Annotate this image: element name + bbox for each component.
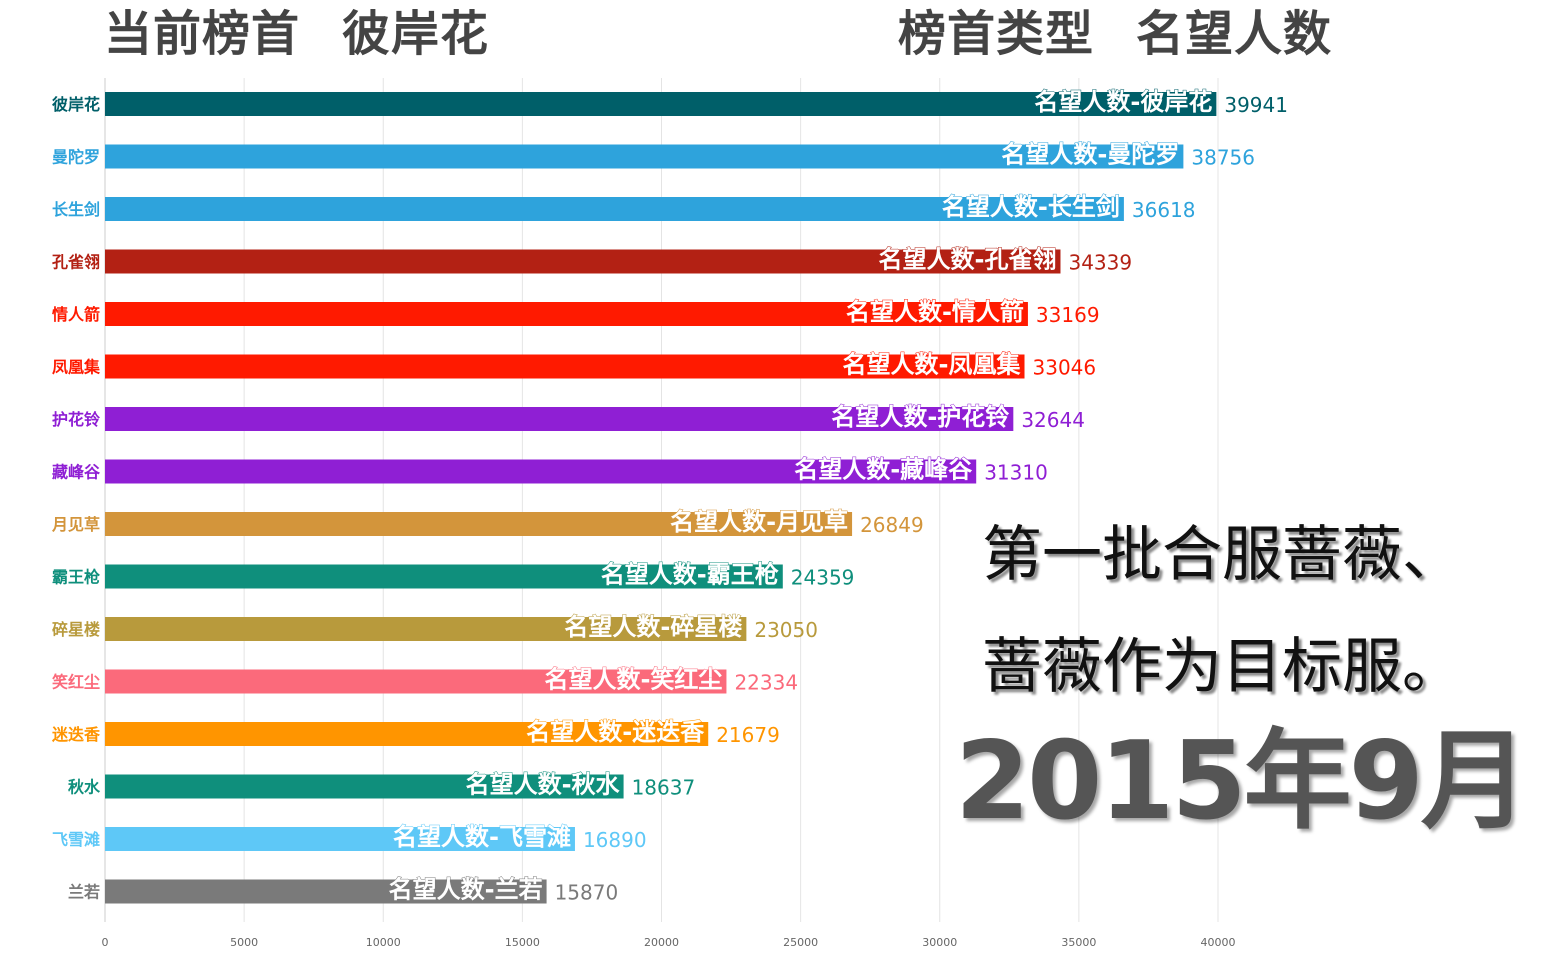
bar-label: 名望人数-情人箭 bbox=[846, 298, 1024, 326]
value-label: 26849 bbox=[860, 513, 924, 537]
category-label: 秋水 bbox=[68, 778, 101, 797]
category-label: 长生剑 bbox=[52, 200, 100, 219]
category-label: 霸王枪 bbox=[52, 568, 100, 587]
bar-label: 名望人数-飞雪滩 bbox=[393, 823, 571, 851]
bar bbox=[105, 879, 547, 904]
bar-label: 名望人数-藏峰谷 bbox=[794, 456, 973, 484]
value-label: 22334 bbox=[734, 671, 798, 695]
bar bbox=[105, 144, 1184, 169]
ranking-type-value: 名望人数 bbox=[1136, 6, 1333, 62]
value-label: 31310 bbox=[984, 461, 1048, 485]
bar bbox=[105, 197, 1124, 221]
category-label: 笑红尘 bbox=[52, 673, 100, 692]
x-tick-label: 5000 bbox=[230, 936, 258, 949]
bar-label: 名望人数-兰若 bbox=[389, 876, 543, 904]
bar-label: 名望人数-凤凰集 bbox=[843, 351, 1022, 379]
x-tick-label: 15000 bbox=[505, 936, 540, 949]
x-tick-label: 25000 bbox=[783, 936, 818, 949]
bar-label: 名望人数-长生剑 bbox=[942, 193, 1120, 221]
category-label: 藏峰谷 bbox=[52, 463, 101, 482]
bar-label: 名望人数-孔雀翎 bbox=[879, 246, 1057, 274]
bar bbox=[105, 249, 1061, 274]
bar bbox=[105, 617, 747, 641]
ranking-type-label: 榜首类型 bbox=[898, 6, 1095, 62]
x-tick-label: 40000 bbox=[1201, 936, 1236, 949]
bar bbox=[105, 354, 1025, 379]
value-label: 16890 bbox=[583, 828, 647, 852]
caption-line-1: 第一批合服蔷薇、 bbox=[982, 520, 1462, 590]
category-label: 碎星楼 bbox=[52, 620, 100, 639]
bar bbox=[105, 827, 575, 851]
bar bbox=[105, 564, 783, 589]
category-label: 情人箭 bbox=[52, 305, 100, 324]
value-label: 39941 bbox=[1224, 93, 1288, 117]
caption-line-2: 蔷薇作为目标服。 bbox=[982, 632, 1462, 702]
value-label: 32644 bbox=[1021, 408, 1085, 432]
category-label: 孔雀翎 bbox=[52, 253, 100, 272]
category-label: 兰若 bbox=[68, 883, 100, 902]
bar bbox=[105, 669, 727, 694]
value-label: 36618 bbox=[1132, 198, 1196, 222]
value-label: 23050 bbox=[754, 618, 818, 642]
bar bbox=[105, 92, 1217, 116]
bar bbox=[105, 459, 977, 484]
bar bbox=[105, 774, 624, 799]
category-label: 护花铃 bbox=[52, 410, 100, 429]
bar-label: 名望人数-笑红尘 bbox=[544, 666, 722, 694]
bar-label: 名望人数-迷迭香 bbox=[526, 718, 705, 746]
bar-label: 名望人数-碎星楼 bbox=[564, 613, 742, 641]
current-leader-value: 彼岸花 bbox=[342, 6, 490, 62]
x-tick-label: 35000 bbox=[1061, 936, 1096, 949]
bar bbox=[105, 722, 709, 746]
x-tick-label: 10000 bbox=[366, 936, 401, 949]
bar-label: 名望人数-秋水 bbox=[466, 771, 621, 799]
category-label: 迷迭香 bbox=[51, 725, 101, 744]
bar-label: 名望人数-彼岸花 bbox=[1034, 88, 1212, 116]
category-label: 月见草 bbox=[51, 515, 100, 534]
value-label: 34339 bbox=[1068, 251, 1132, 275]
bar-label: 名望人数-霸王枪 bbox=[601, 561, 779, 589]
date-label: 2015年9月 bbox=[955, 719, 1529, 844]
category-label: 凤凰集 bbox=[52, 358, 101, 377]
current-leader-label: 当前榜首 bbox=[104, 6, 301, 62]
value-label: 33169 bbox=[1036, 303, 1100, 327]
x-tick-label: 20000 bbox=[644, 936, 679, 949]
x-tick-label: 30000 bbox=[922, 936, 957, 949]
bar-label: 名望人数-曼陀罗 bbox=[1001, 141, 1179, 169]
bar-label: 名望人数-月见草 bbox=[670, 508, 848, 536]
value-label: 33046 bbox=[1033, 356, 1097, 380]
x-tick-label: 0 bbox=[102, 936, 109, 949]
category-label: 彼岸花 bbox=[52, 95, 100, 114]
bar bbox=[105, 302, 1028, 326]
value-label: 21679 bbox=[716, 723, 780, 747]
bar bbox=[105, 512, 853, 536]
value-label: 38756 bbox=[1191, 146, 1255, 170]
bar-label: 名望人数-护花铃 bbox=[831, 403, 1009, 431]
category-label: 曼陀罗 bbox=[52, 148, 100, 167]
value-label: 24359 bbox=[791, 566, 855, 590]
value-label: 18637 bbox=[632, 776, 696, 800]
bar bbox=[105, 407, 1014, 431]
category-label: 飞雪滩 bbox=[52, 830, 100, 849]
value-label: 15870 bbox=[555, 881, 619, 905]
